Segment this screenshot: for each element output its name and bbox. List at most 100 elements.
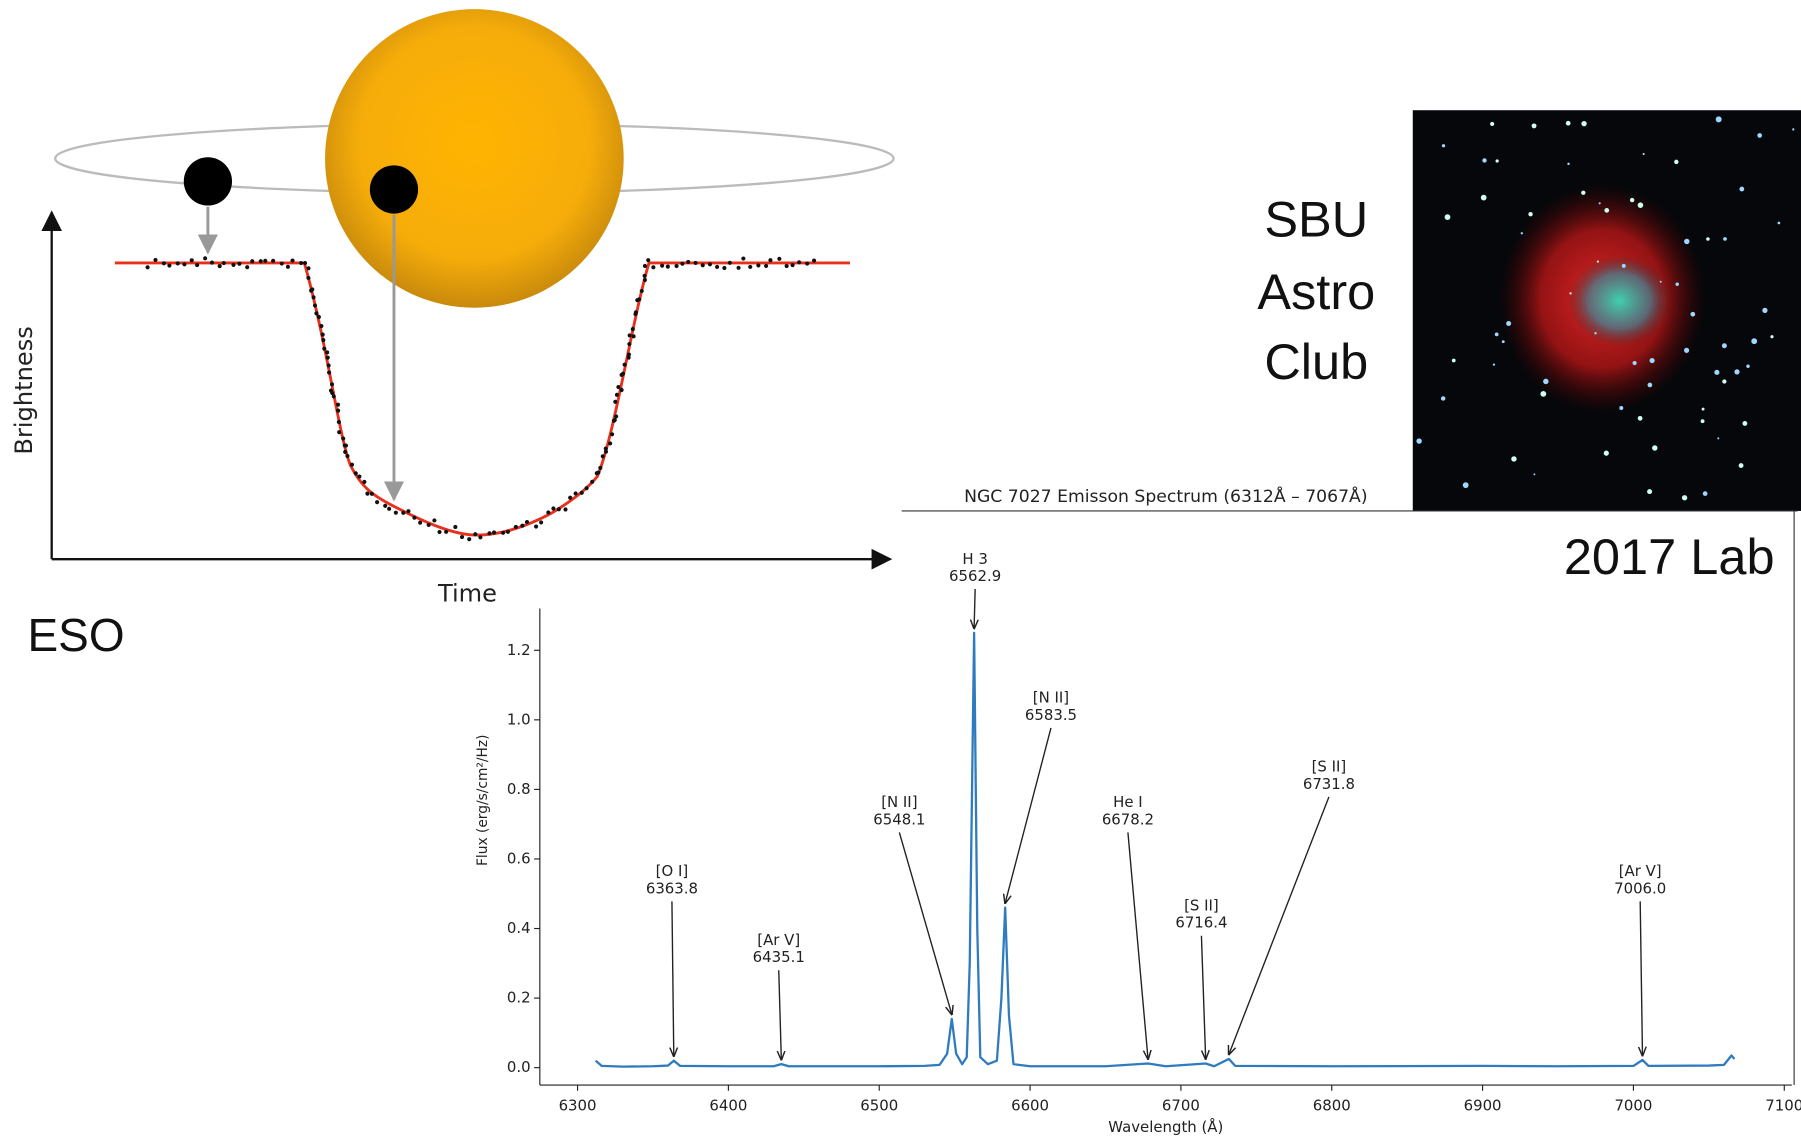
observation-dot [310, 287, 314, 291]
observation-dot [615, 393, 619, 397]
annotation-arrow [672, 901, 674, 1056]
star-dot [1722, 379, 1726, 383]
observation-dot [263, 259, 267, 263]
observation-dot [728, 261, 732, 265]
x-tick-label: 7100 [1765, 1096, 1801, 1114]
star-dot [1717, 437, 1719, 439]
star-dot [1445, 214, 1451, 220]
y-tick-label: 0.6 [507, 850, 531, 868]
observation-dot [604, 447, 608, 451]
nebula-photo [1413, 110, 1801, 511]
observation-dot [286, 265, 290, 269]
observation-dot [613, 418, 617, 422]
star-dot [1622, 264, 1626, 268]
y-axis-label: Flux (erg/s/cm²/Hz) [475, 735, 491, 866]
annotation-value: 6548.1 [873, 810, 925, 828]
observation-dot [357, 474, 361, 478]
observation-dot [741, 257, 745, 261]
observation-dot [311, 295, 315, 299]
annotation-arrow [974, 589, 975, 628]
y-tick-label: 1.0 [507, 710, 531, 728]
observation-dot [627, 352, 631, 356]
star-dot [1770, 335, 1773, 338]
observation-dot [383, 504, 387, 508]
observation-dot [563, 507, 567, 511]
star-dot [1690, 312, 1695, 317]
star-dot [1481, 195, 1487, 201]
observation-dot [748, 265, 752, 269]
star-dot [1594, 332, 1596, 334]
observation-dot [237, 262, 241, 266]
star-dot [1757, 133, 1762, 138]
observation-dot [525, 520, 529, 524]
star-dot [1778, 222, 1781, 225]
annotation-value: 6363.8 [646, 879, 698, 897]
star-dot [1495, 333, 1499, 337]
observation-dot [623, 363, 627, 367]
star-dot [1441, 396, 1446, 401]
observation-dot [715, 265, 719, 269]
annotation-name: He I [1113, 793, 1143, 811]
observation-dot [299, 261, 303, 265]
star-dot [1684, 348, 1689, 353]
observation-dot [332, 394, 336, 398]
observation-dot [337, 420, 341, 424]
x-tick-label: 6400 [709, 1096, 747, 1114]
star-dot [1714, 370, 1719, 375]
observation-dot [722, 266, 726, 270]
observation-dot [467, 537, 471, 541]
observation-dot [250, 259, 254, 263]
observation-dot [627, 342, 631, 346]
observation-dot [222, 261, 226, 265]
star-dot [1532, 123, 1537, 128]
annotation-value: 7006.0 [1614, 879, 1666, 897]
observation-dot [314, 311, 318, 315]
x-axis-label: Time [437, 580, 497, 608]
y-axis-label: Brightness [10, 326, 38, 454]
observation-dot [643, 278, 647, 282]
annotation-arrow [899, 832, 951, 1014]
observation-dot [590, 480, 594, 484]
observation-dot [453, 525, 457, 529]
observation-dot [162, 261, 166, 265]
observation-dot [330, 382, 334, 386]
observation-dot [350, 463, 354, 467]
club-name: SBU [1264, 191, 1368, 248]
observation-dot [557, 507, 561, 511]
observation-dot [401, 511, 405, 515]
observation-dot [418, 521, 422, 525]
star-dot [1619, 406, 1623, 410]
observation-dot [362, 480, 366, 484]
observation-dot [345, 454, 349, 458]
star-dot [1416, 438, 1421, 443]
club-name: Club [1264, 333, 1368, 390]
observation-dot [317, 315, 321, 319]
observation-dot [432, 518, 436, 522]
observation-dot [375, 500, 379, 504]
observation-dot [568, 496, 572, 500]
observation-dot [596, 470, 600, 474]
observation-dot [694, 261, 698, 265]
observation-dot [634, 310, 638, 314]
observation-dot [632, 334, 636, 338]
observation-dot [637, 297, 641, 301]
nebula-core [1568, 255, 1671, 347]
observation-dot [674, 264, 678, 268]
observation-dot [651, 265, 655, 269]
observation-dot [621, 372, 625, 376]
observation-dot [608, 441, 612, 445]
star-dot [1599, 202, 1601, 204]
star-dot [1734, 369, 1739, 374]
annotation-value: 6435.1 [753, 948, 805, 966]
star-dot [1660, 281, 1662, 283]
annotation-value: 6731.8 [1303, 775, 1355, 793]
annotation-arrow [1005, 728, 1051, 903]
star-dot [1723, 237, 1727, 241]
observation-dot [643, 274, 647, 278]
x-tick-label: 7000 [1614, 1096, 1652, 1114]
observation-dot [146, 265, 150, 269]
observation-dot [203, 256, 207, 260]
annotation-arrow [1640, 901, 1642, 1055]
y-tick-label: 0.4 [507, 919, 531, 937]
star-dot [1511, 456, 1516, 461]
